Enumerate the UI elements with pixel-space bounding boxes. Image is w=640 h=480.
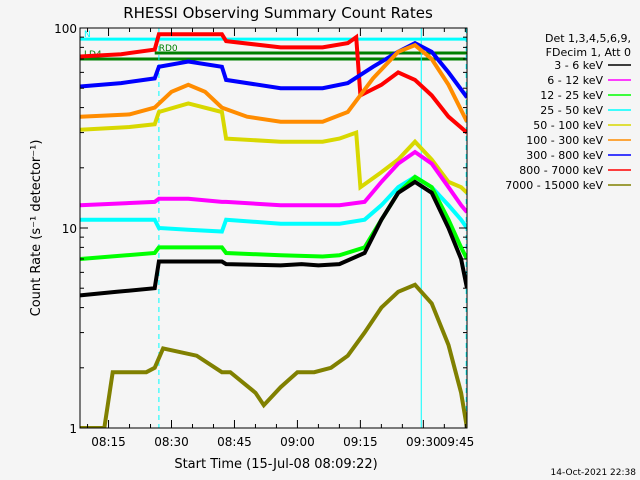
series-line-25-50-keV: [80, 174, 467, 234]
legend-label: 6 - 12 keV: [547, 74, 603, 87]
legend-label: 100 - 300 keV: [526, 134, 603, 147]
legend-label: 300 - 800 keV: [526, 149, 603, 162]
y-axis: 1 10 100: [54, 22, 467, 436]
chart-title: RHESSI Observing Summary Count Rates: [123, 4, 433, 22]
x-tick-label: 08:30: [154, 435, 189, 449]
legend-label: 50 - 100 keV: [533, 119, 603, 132]
series-line-50-100-keV: [80, 101, 467, 195]
state-label-rd0: RD0: [159, 44, 178, 54]
legend-label: 25 - 50 keV: [540, 104, 603, 117]
series-line-12-25-keV: [80, 174, 467, 261]
x-axis: 08:15 08:30 08:45 09:00 09:15 09:30 09:45: [87, 28, 475, 449]
y-tick-label: 10: [62, 222, 77, 236]
x-tick-label: 09:15: [343, 435, 378, 449]
legend-header: Det 1,3,4,5,6,9,: [545, 32, 631, 45]
series-line-7000-15000-keV: [80, 282, 467, 428]
x-tick-label: 09:45: [440, 435, 475, 449]
x-axis-label: Start Time (15-Jul-08 08:09:22): [174, 457, 377, 472]
footer-timestamp: 14-Oct-2021 22:38: [551, 468, 637, 478]
series-line-6-12-keV: [80, 149, 467, 214]
legend-header: FDecim 1, Att 0: [546, 46, 631, 59]
y-tick-label: 1: [69, 422, 77, 436]
x-tick-label: 08:15: [91, 435, 126, 449]
series-line-800-7000-keV: [80, 32, 467, 135]
legend-label: 800 - 7000 keV: [519, 164, 603, 177]
y-tick-label: 100: [54, 22, 77, 36]
series-line-100-300-keV: [80, 42, 467, 124]
y-axis-label: Count Rate (s⁻¹ detector⁻¹): [29, 140, 44, 317]
legend-label: 12 - 25 keV: [540, 89, 603, 102]
x-tick-label: 08:45: [217, 435, 252, 449]
x-tick-label: 09:00: [280, 435, 315, 449]
legend: Det 1,3,4,5,6,9,FDecim 1, Att 03 - 6 keV…: [505, 32, 631, 192]
x-tick-label: 09:30: [406, 435, 441, 449]
state-label-n: N: [84, 30, 91, 40]
legend-label: 7000 - 15000 keV: [505, 179, 603, 192]
legend-label: 3 - 6 keV: [554, 59, 603, 72]
series-line-3-6-keV: [80, 179, 467, 298]
series-line-300-800-keV: [80, 40, 467, 99]
